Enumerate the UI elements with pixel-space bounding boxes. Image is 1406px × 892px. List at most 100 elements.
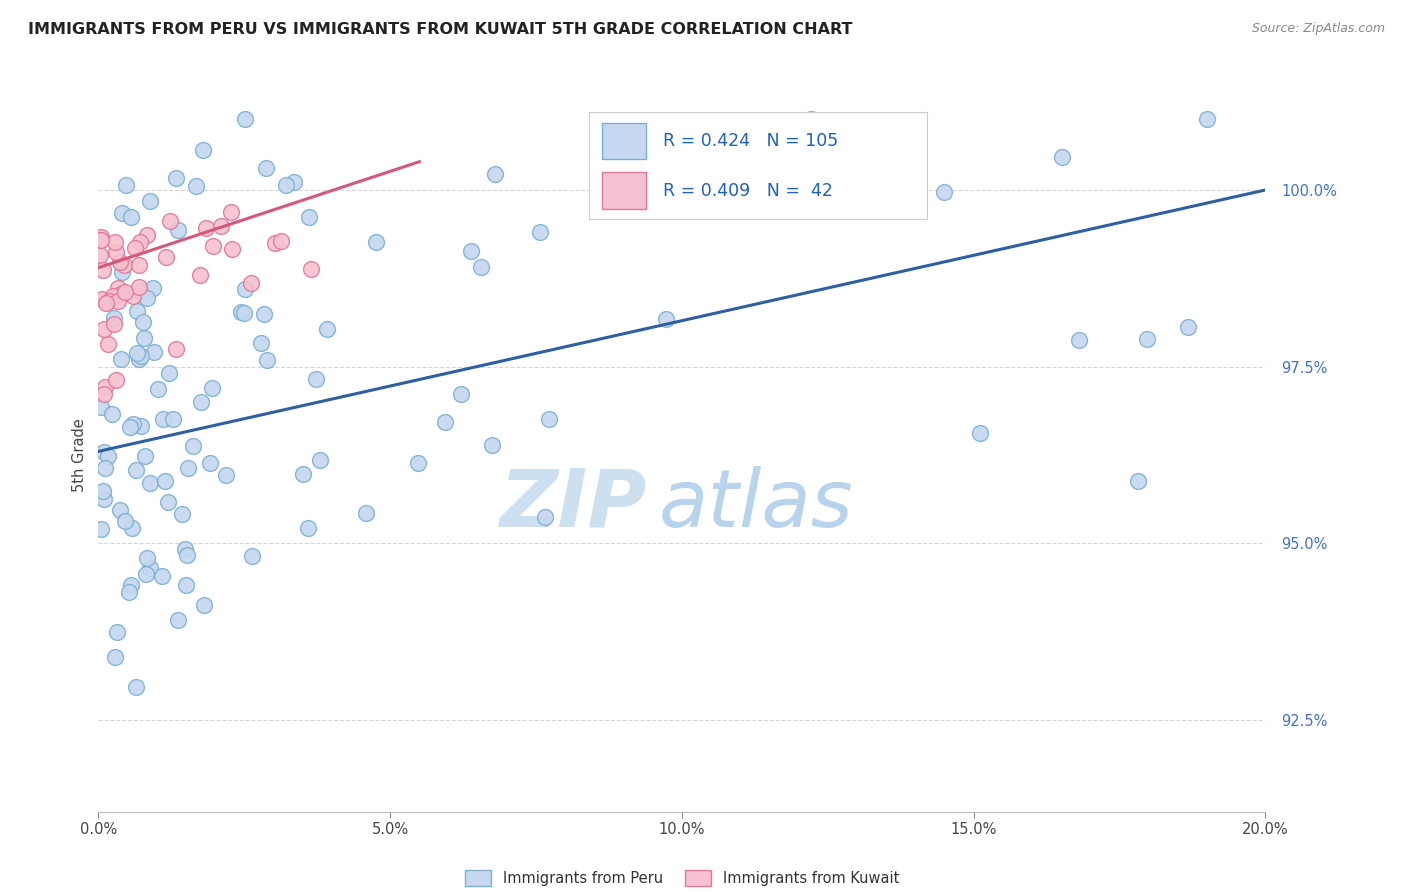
Point bbox=[270, 235, 292, 249]
Point bbox=[90, 229, 112, 244]
Point bbox=[131, 349, 153, 363]
Point bbox=[101, 407, 124, 421]
Point bbox=[283, 175, 305, 189]
Point bbox=[1195, 112, 1218, 127]
Point bbox=[201, 239, 224, 253]
Point bbox=[118, 585, 141, 599]
Point bbox=[1067, 333, 1090, 347]
Bar bbox=[602, 172, 647, 209]
Point bbox=[533, 510, 555, 524]
Point bbox=[215, 468, 238, 483]
Point bbox=[120, 420, 142, 434]
Point bbox=[1136, 332, 1159, 346]
Point bbox=[122, 417, 145, 431]
Point bbox=[167, 223, 190, 237]
Point bbox=[90, 523, 112, 537]
Point bbox=[91, 292, 114, 306]
Point bbox=[969, 426, 991, 441]
Point bbox=[193, 143, 215, 157]
Point bbox=[122, 289, 145, 303]
Point bbox=[105, 624, 128, 639]
Point bbox=[162, 411, 184, 425]
Point bbox=[167, 613, 190, 627]
Point bbox=[434, 415, 457, 429]
Point bbox=[105, 244, 128, 259]
Point bbox=[309, 453, 332, 467]
Point bbox=[233, 306, 256, 320]
Point bbox=[129, 285, 152, 299]
Point bbox=[136, 291, 159, 305]
Point bbox=[115, 178, 138, 193]
Point bbox=[93, 491, 115, 506]
Point bbox=[209, 219, 232, 234]
Point bbox=[481, 438, 503, 452]
Point bbox=[89, 233, 111, 247]
Point bbox=[128, 352, 150, 367]
Point bbox=[177, 461, 200, 475]
Point bbox=[111, 265, 134, 279]
Point bbox=[190, 395, 212, 409]
Point bbox=[253, 307, 276, 321]
Point bbox=[157, 366, 180, 380]
Point bbox=[146, 382, 169, 396]
Point bbox=[105, 373, 128, 387]
Point bbox=[233, 281, 256, 295]
Point bbox=[157, 495, 180, 509]
Point bbox=[94, 296, 117, 310]
Text: R = 0.424   N = 105: R = 0.424 N = 105 bbox=[664, 132, 838, 150]
Point bbox=[240, 549, 263, 563]
Point bbox=[129, 235, 152, 250]
Point bbox=[150, 569, 173, 583]
Point bbox=[256, 352, 278, 367]
Point bbox=[165, 342, 187, 356]
Point bbox=[107, 281, 129, 295]
Point bbox=[89, 247, 111, 261]
Point bbox=[155, 251, 177, 265]
Point bbox=[90, 233, 112, 247]
Point bbox=[125, 680, 148, 694]
Point bbox=[159, 213, 181, 227]
Point bbox=[181, 440, 204, 454]
Point bbox=[97, 449, 120, 463]
Point bbox=[263, 235, 285, 250]
Point bbox=[233, 112, 256, 127]
Text: IMMIGRANTS FROM PERU VS IMMIGRANTS FROM KUWAIT 5TH GRADE CORRELATION CHART: IMMIGRANTS FROM PERU VS IMMIGRANTS FROM … bbox=[28, 22, 852, 37]
Point bbox=[240, 276, 263, 290]
Point bbox=[104, 235, 127, 249]
Y-axis label: 5th Grade: 5th Grade bbox=[72, 418, 87, 491]
Point bbox=[128, 279, 150, 293]
Point bbox=[135, 566, 157, 581]
Point bbox=[315, 322, 337, 336]
Point bbox=[176, 548, 198, 562]
Point bbox=[299, 262, 322, 277]
Point bbox=[127, 346, 149, 360]
Point bbox=[97, 337, 120, 351]
Legend: Immigrants from Peru, Immigrants from Kuwait: Immigrants from Peru, Immigrants from Ku… bbox=[465, 870, 898, 887]
Point bbox=[934, 186, 956, 200]
Point bbox=[1050, 150, 1073, 164]
Point bbox=[114, 285, 136, 300]
Point bbox=[139, 194, 162, 208]
Point bbox=[97, 293, 120, 308]
Text: Source: ZipAtlas.com: Source: ZipAtlas.com bbox=[1251, 22, 1385, 36]
Point bbox=[254, 161, 277, 176]
Point bbox=[655, 312, 678, 326]
Point bbox=[103, 317, 125, 331]
Point bbox=[291, 467, 314, 481]
Point bbox=[90, 400, 112, 414]
Point bbox=[91, 263, 114, 277]
Point bbox=[143, 345, 166, 359]
Point bbox=[124, 241, 146, 255]
Point bbox=[188, 268, 211, 282]
Point bbox=[120, 210, 142, 224]
Point bbox=[529, 225, 551, 239]
Point bbox=[136, 551, 159, 566]
Point bbox=[107, 293, 129, 308]
Point bbox=[406, 456, 429, 470]
Point bbox=[93, 387, 115, 401]
Point bbox=[201, 381, 224, 395]
Text: ZIP: ZIP bbox=[499, 466, 647, 544]
Point bbox=[221, 242, 243, 256]
Point bbox=[297, 521, 319, 535]
Point bbox=[110, 286, 132, 301]
